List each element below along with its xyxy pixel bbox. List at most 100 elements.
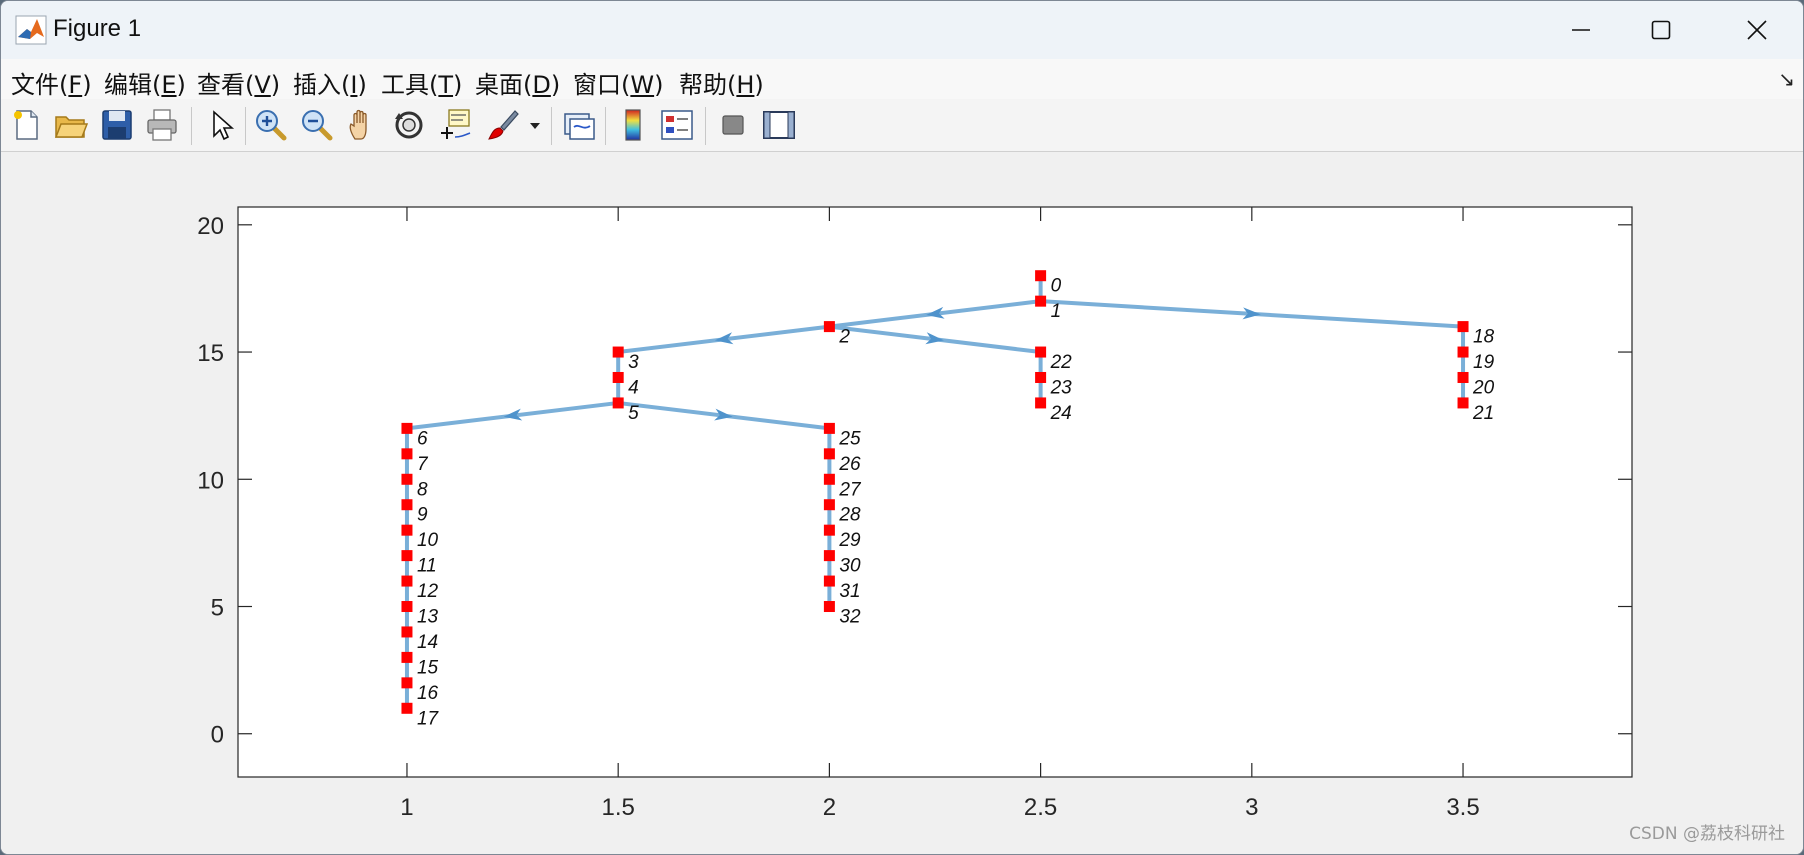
zoom-out-icon[interactable] (299, 107, 335, 143)
graph-node (1035, 346, 1047, 358)
edge-arrowhead (503, 408, 523, 421)
close-button[interactable] (1711, 1, 1803, 59)
menu-window-mnemonic: W (630, 71, 655, 99)
graph-node (401, 524, 413, 536)
graph-node (401, 550, 413, 562)
menu-insert-mnemonic: I (350, 71, 358, 99)
chevron-down-icon[interactable] (527, 107, 543, 143)
node-label: 19 (1473, 352, 1495, 373)
rotate-3d-icon[interactable] (391, 107, 427, 143)
graph-node (401, 422, 413, 434)
node-label: 11 (417, 556, 437, 577)
open-file-icon[interactable] (53, 107, 89, 143)
menu-edit[interactable]: 编辑(E) (104, 65, 186, 100)
menu-file-mnemonic: F (68, 71, 83, 99)
save-icon[interactable] (99, 107, 135, 143)
node-label: 8 (417, 479, 428, 500)
node-label: 30 (839, 556, 861, 577)
graph-node (823, 601, 835, 613)
menu-view[interactable]: 查看(V) (197, 65, 280, 100)
axes-box (237, 206, 1633, 778)
toolbar-separator (705, 107, 706, 145)
menu-desktop-suffix: ) (550, 71, 561, 99)
graph-node (401, 601, 413, 613)
menu-insert[interactable]: 插入(I) (293, 65, 367, 100)
node-label: 27 (838, 479, 862, 500)
menu-tools-suffix: ) (453, 71, 463, 99)
menu-window[interactable]: 窗口(W) (573, 65, 663, 100)
brush-icon[interactable] (485, 107, 521, 143)
select-arrow-icon[interactable] (203, 107, 239, 143)
menu-view-suffix: ) (270, 71, 281, 99)
graph-node (1035, 295, 1047, 307)
node-label: 6 (417, 428, 428, 449)
node-label: 16 (417, 683, 439, 704)
maximize-icon (1651, 20, 1671, 40)
menu-help-mnemonic: H (736, 71, 755, 99)
graph-node (612, 397, 624, 409)
y-tick-label: 5 (211, 595, 224, 622)
graph-plot[interactable]: 0123456789101112131415161718192021222324… (1, 152, 1803, 854)
watermark: CSDN @荔枝科研社 (1629, 824, 1785, 844)
minimize-button[interactable] (1535, 1, 1627, 59)
menu-view-label: 查看( (197, 71, 255, 99)
dock-figure-icon[interactable]: ↘ (1778, 69, 1795, 91)
maximize-button[interactable] (1615, 1, 1707, 59)
print-icon[interactable] (144, 107, 180, 143)
node-label: 26 (838, 454, 861, 475)
y-tick-label: 15 (197, 340, 224, 367)
show-plot-tools-icon[interactable] (761, 107, 797, 143)
menu-help-label: 帮助( (679, 71, 737, 99)
graph-node (401, 626, 413, 638)
legend-icon[interactable] (659, 107, 695, 143)
graph-node (401, 702, 413, 714)
menu-tools[interactable]: 工具(T) (381, 65, 462, 100)
menu-window-label: 窗口( (573, 71, 631, 99)
menu-insert-suffix: ) (357, 71, 367, 99)
y-tick-label: 20 (197, 213, 224, 240)
node-label: 13 (417, 607, 439, 628)
graph-node (823, 448, 835, 460)
menu-insert-label: 插入( (293, 71, 351, 99)
graph-node (401, 575, 413, 587)
pan-hand-icon[interactable] (345, 107, 381, 143)
graph-node (823, 499, 835, 511)
colorbar-icon[interactable] (615, 107, 651, 143)
link-plot-icon[interactable] (561, 107, 597, 143)
node-label: 3 (628, 352, 639, 373)
x-tick-label: 2.5 (1024, 794, 1057, 821)
menu-help[interactable]: 帮助(H) (679, 65, 764, 100)
menu-file-suffix: ) (82, 71, 92, 99)
graph-node (823, 575, 835, 587)
new-figure-icon[interactable] (9, 107, 45, 143)
node-label: 24 (1050, 403, 1072, 424)
zoom-in-icon[interactable] (253, 107, 289, 143)
x-tick-label: 1.5 (601, 794, 634, 821)
menu-file[interactable]: 文件(F) (11, 65, 92, 100)
figure-canvas[interactable]: 0 1 2 3 4 5 6 7 8 9 10 11 12 13 14 15 16 17 18 19 20 21 22 23 24… (1, 152, 1803, 854)
graph-node (1035, 371, 1047, 383)
x-tick-label: 2 (823, 794, 836, 821)
node-label: 10 (417, 530, 439, 551)
graph-node (1035, 397, 1047, 409)
toolbar-separator (191, 107, 192, 145)
data-cursor-icon[interactable] (437, 107, 473, 143)
edge-arrowhead (926, 306, 945, 319)
menu-desktop-label: 桌面( (475, 71, 533, 99)
graph-node (612, 346, 624, 358)
graph-node (823, 524, 835, 536)
edge-arrowhead (714, 332, 734, 345)
node-label: 15 (417, 657, 439, 678)
menu-desktop[interactable]: 桌面(D) (475, 65, 560, 100)
menu-edit-suffix: ) (176, 71, 186, 99)
graph-node (401, 651, 413, 663)
node-label: 28 (838, 505, 861, 526)
node-label: 2 (838, 327, 850, 348)
edge-arrowhead (925, 332, 944, 345)
node-label: 0 (1051, 276, 1062, 297)
graph-node (1457, 371, 1469, 383)
graph-node (823, 422, 835, 434)
hide-plot-tools-icon[interactable] (715, 107, 751, 143)
title-bar[interactable]: Figure 1 (1, 1, 1803, 59)
